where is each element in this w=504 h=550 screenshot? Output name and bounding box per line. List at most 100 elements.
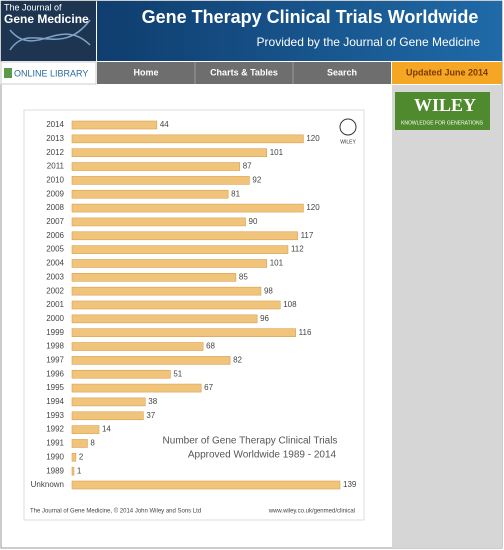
value-label: 120 bbox=[306, 203, 320, 212]
value-label: 98 bbox=[264, 286, 273, 295]
dna-graphic bbox=[9, 19, 91, 51]
bar bbox=[71, 328, 296, 337]
bar bbox=[71, 439, 88, 448]
bar bbox=[71, 411, 144, 421]
value-label: 112 bbox=[291, 245, 304, 254]
category-label: Unknown bbox=[31, 480, 64, 489]
bar bbox=[71, 300, 281, 310]
value-label: 101 bbox=[270, 148, 284, 157]
updated-text: Updated June 2014 bbox=[406, 67, 488, 77]
bar bbox=[71, 217, 246, 227]
value-label: 37 bbox=[146, 411, 155, 420]
nav-item[interactable]: Charts & Tables bbox=[210, 67, 278, 77]
footer-left: The Journal of Gene Medicine, © 2014 Joh… bbox=[30, 508, 201, 515]
chart-brand: WILEY bbox=[340, 139, 356, 145]
category-label: 2013 bbox=[46, 134, 64, 143]
bar bbox=[71, 466, 75, 476]
bar bbox=[71, 189, 229, 199]
value-label: 139 bbox=[343, 480, 357, 489]
category-label: 2010 bbox=[46, 175, 64, 184]
bar bbox=[71, 259, 268, 268]
value-label: 120 bbox=[306, 134, 320, 143]
category-label: 2012 bbox=[46, 148, 64, 157]
annotation: Approved Worldwide 1989 - 2014 bbox=[188, 450, 337, 461]
value-label: 38 bbox=[148, 397, 157, 406]
category-label: 1991 bbox=[46, 439, 64, 448]
category-label: 2011 bbox=[47, 162, 65, 171]
library-text[interactable]: ONLINE LIBRARY bbox=[14, 68, 88, 78]
category-label: 1997 bbox=[46, 355, 64, 364]
chart-brand-icon bbox=[339, 118, 357, 136]
category-label: 2004 bbox=[46, 259, 64, 268]
category-label: 2003 bbox=[46, 272, 64, 281]
value-label: 108 bbox=[283, 300, 297, 309]
category-label: 1998 bbox=[46, 342, 64, 351]
library-link[interactable] bbox=[0, 61, 97, 85]
bar bbox=[71, 273, 237, 282]
category-label: 1989 bbox=[46, 466, 64, 475]
category-label: 2005 bbox=[46, 245, 64, 254]
value-label: 8 bbox=[90, 439, 95, 448]
wiley-tagline: KNOWLEDGE FOR GENERATIONS bbox=[401, 120, 484, 126]
bar bbox=[71, 203, 304, 213]
value-label: 82 bbox=[233, 355, 242, 364]
logo-line: Gene Medicine bbox=[4, 12, 89, 26]
value-label: 68 bbox=[206, 342, 215, 351]
bar bbox=[71, 383, 202, 393]
bar bbox=[71, 162, 241, 171]
value-label: 44 bbox=[160, 120, 169, 129]
category-label: 2007 bbox=[46, 217, 64, 226]
value-label: 1 bbox=[77, 466, 82, 475]
value-label: 51 bbox=[173, 369, 182, 378]
category-label: 1994 bbox=[46, 397, 64, 406]
page-title: Gene Therapy Clinical Trials Worldwide bbox=[142, 7, 479, 27]
value-label: 67 bbox=[204, 383, 213, 392]
category-label: 2001 bbox=[46, 300, 64, 309]
wiley-brand: WILEY bbox=[414, 95, 476, 115]
library-icon bbox=[4, 68, 12, 78]
category-label: 1999 bbox=[46, 328, 64, 337]
category-label: 2006 bbox=[46, 231, 64, 240]
logo-line: The Journal of bbox=[4, 2, 62, 12]
value-label: 96 bbox=[260, 314, 269, 323]
value-label: 90 bbox=[249, 217, 258, 226]
bar bbox=[71, 356, 231, 365]
bar bbox=[71, 148, 268, 157]
bar bbox=[71, 480, 341, 490]
category-label: 1990 bbox=[46, 452, 64, 461]
bar bbox=[71, 314, 258, 324]
page-subtitle: Provided by the Journal of Gene Medicine bbox=[257, 35, 481, 49]
title-banner bbox=[97, 1, 502, 61]
category-label: 1992 bbox=[46, 425, 64, 434]
bar bbox=[71, 231, 298, 241]
category-label: 1993 bbox=[46, 411, 64, 420]
category-label: 2009 bbox=[46, 189, 64, 198]
value-label: 81 bbox=[231, 189, 240, 198]
category-label: 2002 bbox=[46, 286, 64, 295]
value-label: 116 bbox=[299, 328, 312, 337]
nav-item[interactable]: Search bbox=[327, 67, 357, 77]
value-label: 117 bbox=[301, 231, 314, 240]
category-label: 1995 bbox=[46, 383, 64, 392]
category-label: 1996 bbox=[46, 369, 64, 378]
wiley-logo[interactable] bbox=[395, 92, 490, 130]
nav-item[interactable]: Home bbox=[133, 67, 158, 77]
footer-right: www.wiley.co.uk/genmed/clinical bbox=[268, 509, 355, 515]
bar bbox=[71, 397, 146, 407]
nav-bar bbox=[97, 62, 391, 84]
updated-badge bbox=[392, 62, 502, 84]
value-label: 85 bbox=[239, 272, 248, 281]
bar bbox=[71, 176, 250, 185]
bar bbox=[71, 286, 262, 296]
bar bbox=[71, 342, 204, 351]
bar bbox=[71, 369, 171, 379]
category-label: 2014 bbox=[46, 120, 64, 129]
bar bbox=[71, 120, 158, 130]
value-label: 101 bbox=[270, 259, 284, 268]
bar bbox=[71, 453, 77, 462]
category-label: 2000 bbox=[46, 314, 64, 323]
value-label: 92 bbox=[252, 175, 261, 184]
value-label: 87 bbox=[243, 162, 252, 171]
